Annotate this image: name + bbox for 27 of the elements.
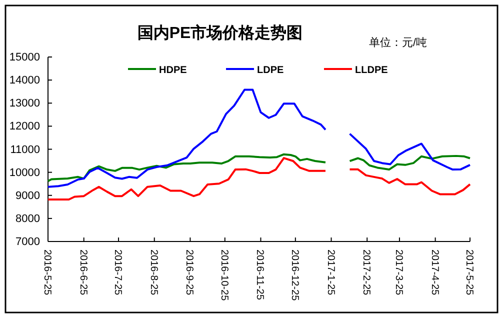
- x-tick-label: 2017-4-25: [428, 250, 440, 296]
- y-tick-label: 9000: [16, 190, 40, 202]
- y-tick-label: 12000: [9, 120, 40, 133]
- x-tick-label: 2016-7-25: [112, 250, 124, 296]
- text: 单位：元/吨: [368, 36, 428, 49]
- x-tick-label: 2016-11-25: [254, 250, 266, 300]
- y-tick-label: 10000: [9, 166, 40, 179]
- x-tick-label: 2017-1-25: [324, 250, 336, 296]
- y-tick-label: 15000: [9, 52, 40, 64]
- chart-title: 国内PE市场价格走势图: [137, 24, 303, 42]
- y-tick-label: 13000: [9, 98, 40, 110]
- y-tick-label: 8000: [16, 212, 40, 225]
- x-tick-label: 2016-9-25: [184, 250, 195, 296]
- legend-label: LDPE: [257, 65, 284, 76]
- x-tick-label: 2016-5-25: [42, 250, 52, 296]
- y-tick-label: 11000: [10, 144, 40, 156]
- x-tick-label: 2016-10-25: [218, 250, 230, 302]
- x-tick-label: 2017-5-25: [464, 250, 474, 296]
- x-tick-label: 2017-2-25: [360, 250, 372, 296]
- y-tick-label: 14000: [9, 74, 40, 87]
- x-tick-label: 2016-6-25: [77, 250, 88, 296]
- legend-label: HDPE: [159, 65, 188, 76]
- x-tick-label: 2017-3-25: [392, 250, 404, 296]
- y-tick-label: 7000: [16, 236, 40, 248]
- x-tick-label: 2016-8-25: [148, 250, 159, 296]
- x-tick-label: 2016-12-25: [288, 250, 300, 302]
- legend-label: LLDPE: [355, 65, 388, 76]
